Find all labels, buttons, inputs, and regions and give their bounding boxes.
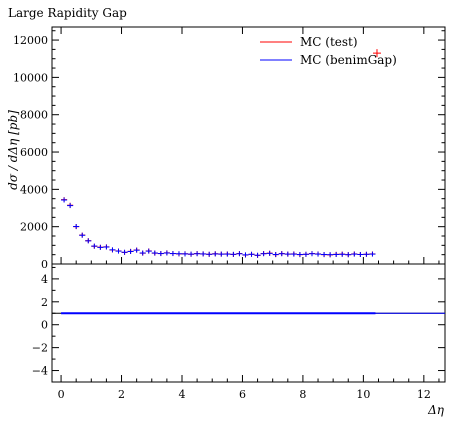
data-point-mc-benimgap	[272, 251, 279, 257]
data-point-mc-benimgap	[296, 251, 303, 257]
data-point-mc-benimgap	[302, 251, 309, 257]
x-tick-label: 6	[239, 388, 246, 401]
data-point-mc-benimgap	[242, 252, 249, 258]
data-point-mc-benimgap	[79, 232, 86, 238]
data-point-mc-benimgap	[357, 251, 364, 257]
data-point-mc-benimgap	[339, 251, 346, 257]
data-point-mc-benimgap	[115, 248, 122, 254]
main-y-ticks: 0 2000 4000 6000 8000 10000 12000	[13, 30, 445, 271]
x-tick-label: 8	[299, 388, 306, 401]
data-point-mc-benimgap	[236, 251, 243, 257]
data-point-mc-benimgap	[157, 251, 164, 257]
data-point-mc-test-outlier	[372, 49, 381, 58]
data-point-mc-benimgap	[91, 243, 98, 249]
x-ticks: 0 2 4 6 8 10 12	[58, 27, 440, 401]
data-point-mc-benimgap	[333, 251, 340, 257]
data-point-mc-benimgap	[266, 250, 273, 256]
x-tick-label: 0	[58, 388, 65, 401]
x-tick-label: 10	[356, 388, 370, 401]
main-panel: 0 2000 4000 6000 8000 10000 12000 dσ / dΔη [pb…	[6, 26, 446, 271]
ratio-y-tick-label: 0	[41, 319, 48, 332]
data-point-mc-benimgap	[133, 247, 140, 253]
data-point-mc-benimgap	[230, 251, 237, 257]
ratio-panel: 4 2 0 −2 −4	[32, 263, 446, 383]
data-point-mc-benimgap	[206, 251, 213, 257]
data-point-mc-benimgap	[369, 251, 376, 257]
legend: MC (test) MC (benimGap)	[260, 35, 397, 67]
x-tick-label: 12	[417, 388, 431, 401]
data-point-mc-benimgap	[260, 251, 267, 257]
data-point-mc-benimgap	[145, 248, 152, 254]
data-point-mc-benimgap	[169, 251, 176, 257]
data-point-mc-benimgap	[321, 251, 328, 257]
data-point-mc-benimgap	[121, 249, 128, 255]
y-axis-label: dσ / dΔη [pb]	[6, 110, 20, 190]
data-point-mc-benimgap	[127, 248, 134, 254]
main-y-tick-label: 4000	[20, 183, 48, 196]
data-point-mc-benimgap	[200, 251, 207, 257]
data-point-mc-benimgap	[85, 238, 92, 244]
data-point-mc-benimgap	[73, 223, 80, 229]
data-point-mc-benimgap	[351, 251, 358, 257]
ratio-y-tick-label: −4	[32, 365, 48, 378]
data-point-mc-benimgap	[224, 251, 231, 257]
data-point-mc-benimgap	[97, 244, 104, 250]
x-tick-label: 2	[118, 388, 125, 401]
data-point-mc-benimgap	[248, 251, 255, 257]
main-y-tick-label: 10000	[13, 71, 48, 84]
data-point-mc-benimgap	[175, 251, 182, 257]
data-point-mc-benimgap	[278, 251, 285, 257]
data-point-mc-benimgap	[194, 251, 201, 257]
data-point-mc-benimgap	[363, 251, 370, 257]
data-point-mc-benimgap	[67, 203, 74, 209]
data-point-mc-benimgap	[254, 252, 261, 258]
chart-title: Large Rapidity Gap	[8, 6, 127, 20]
data-point-mc-benimgap	[308, 251, 316, 257]
data-point-mc-benimgap	[345, 252, 352, 258]
data-point-mc-benimgap	[103, 244, 110, 250]
data-point-mc-benimgap	[109, 247, 116, 253]
data-point-mc-benimgap	[327, 252, 334, 258]
x-tick-label: 4	[178, 388, 185, 401]
ratio-y-tick-label: −2	[32, 342, 48, 355]
main-series	[61, 49, 381, 258]
data-point-mc-benimgap	[218, 251, 225, 257]
data-point-mc-benimgap	[151, 250, 158, 256]
data-point-mc-benimgap	[181, 251, 189, 257]
ratio-panel-frame	[51, 263, 446, 383]
ratio-y-ticks: 4 2 0 −2 −4	[32, 266, 445, 383]
ratio-y-tick-label: 4	[41, 273, 48, 286]
legend-label-test: MC (test)	[300, 35, 358, 49]
data-point-mc-benimgap	[284, 251, 291, 257]
data-point-mc-benimgap	[61, 197, 68, 203]
data-point-mc-benimgap	[212, 251, 219, 257]
main-y-tick-label: 0	[41, 258, 48, 271]
main-y-tick-label: 8000	[20, 109, 48, 122]
data-point-mc-benimgap	[163, 250, 170, 256]
ratio-y-tick-label: 2	[41, 296, 48, 309]
legend-label-benimgap: MC (benimGap)	[300, 53, 397, 67]
main-y-tick-label: 6000	[20, 146, 48, 159]
main-y-tick-label: 12000	[13, 34, 48, 47]
x-axis-label: Δη	[427, 403, 445, 417]
main-y-tick-label: 2000	[20, 221, 48, 234]
data-point-mc-benimgap	[315, 251, 322, 257]
data-point-mc-benimgap	[188, 251, 195, 257]
data-point-mc-benimgap	[290, 251, 297, 257]
data-point-mc-benimgap	[139, 250, 146, 256]
